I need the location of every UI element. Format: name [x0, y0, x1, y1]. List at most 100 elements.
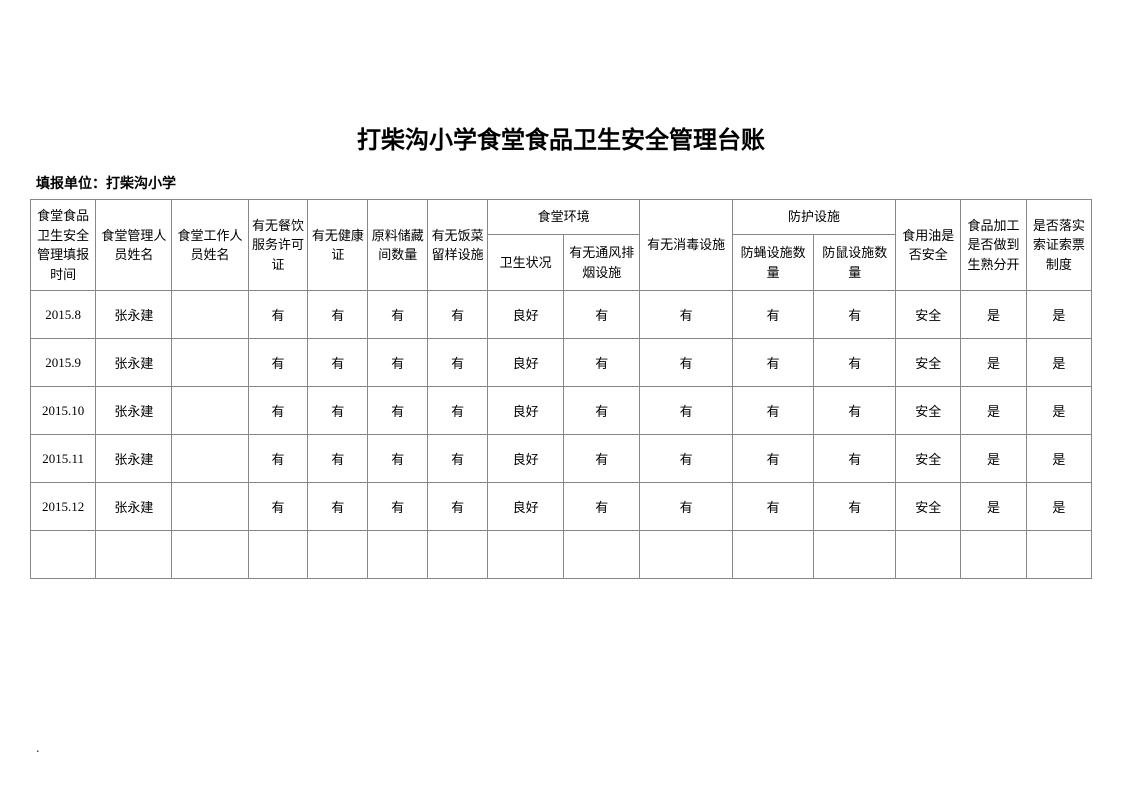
- table-cell: [640, 531, 732, 579]
- th-report-time: 食堂食品卫生安全管理填报时间: [31, 200, 96, 291]
- table-cell: 有: [640, 387, 732, 435]
- table-cell: 是: [961, 387, 1026, 435]
- table-cell: 有: [308, 483, 368, 531]
- table-header: 食堂食品卫生安全管理填报时间 食堂管理人员姓名 食堂工作人员姓名 有无餐饮服务许…: [31, 200, 1092, 291]
- table-cell: 是: [1026, 387, 1091, 435]
- th-manager-name: 食堂管理人员姓名: [96, 200, 172, 291]
- table-row: 2015.10张永建有有有有良好有有有有安全是是: [31, 387, 1092, 435]
- table-body: 2015.8张永建有有有有良好有有有有安全是是2015.9张永建有有有有良好有有…: [31, 291, 1092, 579]
- table-cell: 2015.11: [31, 435, 96, 483]
- table-cell: [428, 531, 488, 579]
- table-cell: 良好: [488, 435, 564, 483]
- table-cell: 良好: [488, 483, 564, 531]
- th-health-cert: 有无健康证: [308, 200, 368, 291]
- table-cell: 有: [640, 483, 732, 531]
- table-cell: 有: [814, 483, 896, 531]
- table-cell: 安全: [896, 387, 961, 435]
- table-cell: [308, 531, 368, 579]
- table-cell: 张永建: [96, 387, 172, 435]
- table-cell: 是: [961, 435, 1026, 483]
- table-cell: 良好: [488, 291, 564, 339]
- table-cell: 有: [732, 291, 814, 339]
- table-cell: 张永建: [96, 339, 172, 387]
- reporting-unit-label: 填报单位：打柴沟小学: [30, 173, 1092, 193]
- table-cell: 有: [248, 291, 308, 339]
- table-cell: [896, 531, 961, 579]
- table-cell: 有: [248, 483, 308, 531]
- table-cell: 有: [732, 435, 814, 483]
- table-cell: 有: [368, 291, 428, 339]
- table-cell: 2015.12: [31, 483, 96, 531]
- table-cell: 是: [961, 483, 1026, 531]
- th-staff-name: 食堂工作人员姓名: [172, 200, 248, 291]
- table-cell: 安全: [896, 291, 961, 339]
- table-cell: 有: [428, 387, 488, 435]
- table-cell: 有: [368, 483, 428, 531]
- table-cell: 有: [564, 435, 640, 483]
- table-cell: 张永建: [96, 291, 172, 339]
- th-raw-cooked: 食品加工是否做到生熟分开: [961, 200, 1026, 291]
- table-cell: 有: [814, 339, 896, 387]
- table-cell: 有: [308, 387, 368, 435]
- table-cell: [488, 531, 564, 579]
- table-cell: 安全: [896, 339, 961, 387]
- table-cell: 有: [732, 339, 814, 387]
- table-cell: 有: [564, 339, 640, 387]
- table-cell: [172, 387, 248, 435]
- table-cell: 有: [368, 435, 428, 483]
- food-safety-table: 食堂食品卫生安全管理填报时间 食堂管理人员姓名 食堂工作人员姓名 有无餐饮服务许…: [30, 199, 1092, 579]
- table-cell: 有: [564, 483, 640, 531]
- table-cell: 有: [640, 339, 732, 387]
- table-cell: [172, 483, 248, 531]
- table-cell: [814, 531, 896, 579]
- table-row: 2015.12张永建有有有有良好有有有有安全是是: [31, 483, 1092, 531]
- table-cell: 安全: [896, 483, 961, 531]
- table-cell: 是: [1026, 483, 1091, 531]
- table-row: 2015.11张永建有有有有良好有有有有安全是是: [31, 435, 1092, 483]
- footer-dot: .: [36, 741, 40, 757]
- table-cell: 有: [814, 387, 896, 435]
- th-ventilation: 有无通风排烟设施: [564, 235, 640, 291]
- table-cell: [31, 531, 96, 579]
- table-cell: 是: [961, 339, 1026, 387]
- table-cell: 良好: [488, 387, 564, 435]
- table-cell: 有: [248, 339, 308, 387]
- th-hygiene-status: 卫生状况: [488, 235, 564, 291]
- table-cell: [368, 531, 428, 579]
- table-cell: 是: [1026, 339, 1091, 387]
- table-cell: 有: [368, 387, 428, 435]
- th-rodent-count: 防鼠设施数量: [814, 235, 896, 291]
- table-cell: [172, 291, 248, 339]
- table-cell: 有: [428, 483, 488, 531]
- th-protection-group: 防护设施: [732, 200, 895, 235]
- th-sample-facility: 有无饭菜留样设施: [428, 200, 488, 291]
- table-cell: 2015.9: [31, 339, 96, 387]
- table-cell: 有: [732, 483, 814, 531]
- table-cell: 有: [248, 435, 308, 483]
- table-cell: 有: [564, 387, 640, 435]
- table-cell: 是: [961, 291, 1026, 339]
- table-cell: [248, 531, 308, 579]
- th-disinfect: 有无消毒设施: [640, 200, 732, 291]
- table-cell: 有: [308, 339, 368, 387]
- table-cell: [564, 531, 640, 579]
- th-storage-count: 原料储藏间数量: [368, 200, 428, 291]
- table-cell: 有: [248, 387, 308, 435]
- th-env-group: 食堂环境: [488, 200, 640, 235]
- th-fly-count: 防蝇设施数量: [732, 235, 814, 291]
- table-cell: 有: [814, 291, 896, 339]
- table-cell: 有: [732, 387, 814, 435]
- th-license: 有无餐饮服务许可证: [248, 200, 308, 291]
- table-cell: 张永建: [96, 483, 172, 531]
- table-cell: 是: [1026, 435, 1091, 483]
- table-cell: 有: [814, 435, 896, 483]
- page-container: 打柴沟小学食堂食品卫生安全管理台账 填报单位：打柴沟小学 食堂食品卫生安全管理填…: [0, 0, 1122, 793]
- table-cell: 有: [640, 291, 732, 339]
- table-row: 2015.8张永建有有有有良好有有有有安全是是: [31, 291, 1092, 339]
- table-cell: 良好: [488, 339, 564, 387]
- table-cell: 2015.8: [31, 291, 96, 339]
- table-cell: 有: [640, 435, 732, 483]
- th-oil-safe: 食用油是否安全: [896, 200, 961, 291]
- table-cell: 张永建: [96, 435, 172, 483]
- table-cell: [96, 531, 172, 579]
